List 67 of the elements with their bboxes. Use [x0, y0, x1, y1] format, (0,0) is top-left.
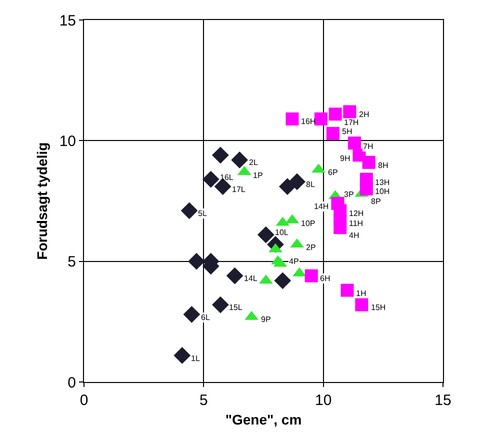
point [257, 226, 274, 244]
annotation: 11H [349, 219, 364, 228]
x-tick-label: 5 [200, 392, 208, 409]
annotation: 9P [261, 315, 271, 324]
annotation: 7H [363, 142, 374, 151]
annotation: 10P [301, 219, 316, 228]
point [180, 202, 198, 220]
point [231, 152, 248, 168]
point [334, 221, 347, 234]
point [274, 272, 292, 290]
annotation: 8L [306, 180, 316, 189]
point [348, 136, 361, 150]
annotation: 6P [328, 168, 338, 177]
annotation: 6H [320, 274, 330, 283]
annotation: 8H [378, 161, 388, 170]
point [304, 269, 318, 282]
annotation: 15L [229, 303, 243, 312]
annotation: 8P [371, 197, 381, 206]
point [212, 146, 229, 164]
point [202, 170, 220, 188]
annotation: 15H [371, 303, 386, 312]
point [340, 284, 354, 297]
x-tick-label: 0 [80, 392, 88, 409]
point [343, 105, 356, 118]
y-tick-label: 10 [59, 132, 76, 150]
x-tick-label: 10 [314, 392, 332, 409]
annotation: 13H [375, 178, 390, 187]
point [362, 156, 376, 169]
point [174, 347, 191, 364]
point [360, 182, 373, 196]
annotation: 10H [375, 187, 390, 196]
point [188, 252, 205, 270]
annotation: 16L [220, 173, 234, 182]
annotation: 5L [198, 209, 208, 218]
annotation: 5H [342, 127, 352, 136]
point [286, 112, 299, 126]
x-tick-label: 15 [434, 392, 452, 409]
point [355, 298, 368, 312]
annotation: 12H [349, 209, 364, 218]
annotation: 17L [232, 185, 246, 194]
annotation: 4H [349, 231, 360, 240]
point [314, 112, 328, 126]
annotation: 17H [344, 118, 359, 127]
annotation: 2L [249, 158, 258, 167]
y-axis-title: Forudsagt tydelig [34, 142, 50, 260]
point [212, 296, 229, 314]
annotation: 2P [306, 243, 316, 252]
annotation: 2H [359, 110, 370, 119]
annotation: 1H [356, 289, 366, 298]
y-tick-label: 5 [68, 254, 76, 271]
y-tick-label: 15 [59, 12, 76, 30]
annotation: 1P [253, 171, 263, 180]
annotation: 9H [340, 154, 350, 163]
x-axis-title: "Gene", cm [225, 411, 302, 428]
point [226, 267, 244, 284]
annotation: 1L [191, 354, 200, 363]
annotation: 6L [201, 313, 210, 322]
annotation: 14L [244, 274, 258, 283]
annotation: 4P [289, 257, 299, 266]
point [183, 306, 200, 323]
point [288, 173, 306, 190]
y-tick-label: 0 [68, 374, 76, 392]
annotation: 14H [314, 202, 329, 211]
annotation: 3P [344, 190, 354, 199]
annotation: 10L [275, 228, 289, 237]
point [326, 126, 340, 140]
point [328, 108, 342, 121]
